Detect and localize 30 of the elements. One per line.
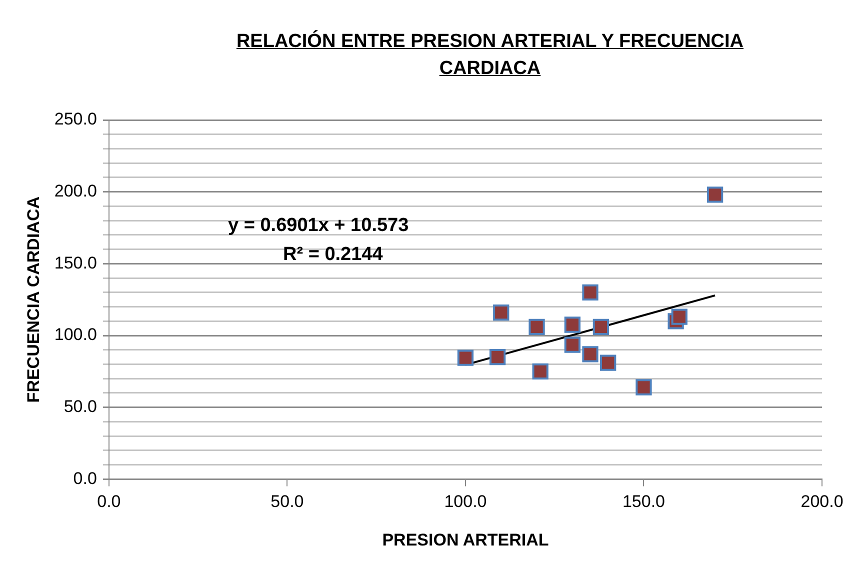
point [600, 354, 616, 371]
x-tick-label: 150.0 [622, 492, 666, 512]
point [493, 304, 510, 321]
y-tick-label: 250.0 [54, 110, 97, 129]
point [457, 350, 474, 366]
annotation: R² = 0.2144 [283, 244, 383, 266]
point [671, 308, 688, 325]
point [528, 318, 545, 335]
point [564, 316, 580, 333]
chart-title: RELACIÓN ENTRE PRESION ARTERIAL Y FRECUENCIA CARDIACA [236, 31, 744, 79]
x-axis-title: PRESION ARTERIAL [382, 530, 549, 550]
point [582, 346, 598, 362]
y-tick-label: 200.0 [54, 182, 97, 201]
point [564, 336, 580, 353]
annotation: y = 0.6901x + 10.573 [228, 215, 409, 237]
y-tick-label: 0.0 [73, 468, 97, 488]
point [532, 363, 548, 380]
y-tick-label: 100.0 [54, 325, 97, 344]
point [706, 186, 724, 203]
y-tick-label: 150.0 [54, 253, 97, 272]
x-tick-label: 0.0 [97, 492, 121, 512]
point [489, 349, 506, 366]
point [592, 318, 610, 335]
x-tick-label: 50.0 [270, 492, 304, 512]
x-tick-label: 200.0 [800, 492, 844, 512]
y-tick-label: 50.0 [64, 397, 97, 416]
y-axis-title: FRECUENCIA CARDIACA [24, 196, 43, 403]
x-tick-label: 100.0 [444, 492, 487, 512]
point [636, 379, 652, 396]
point [582, 284, 598, 300]
